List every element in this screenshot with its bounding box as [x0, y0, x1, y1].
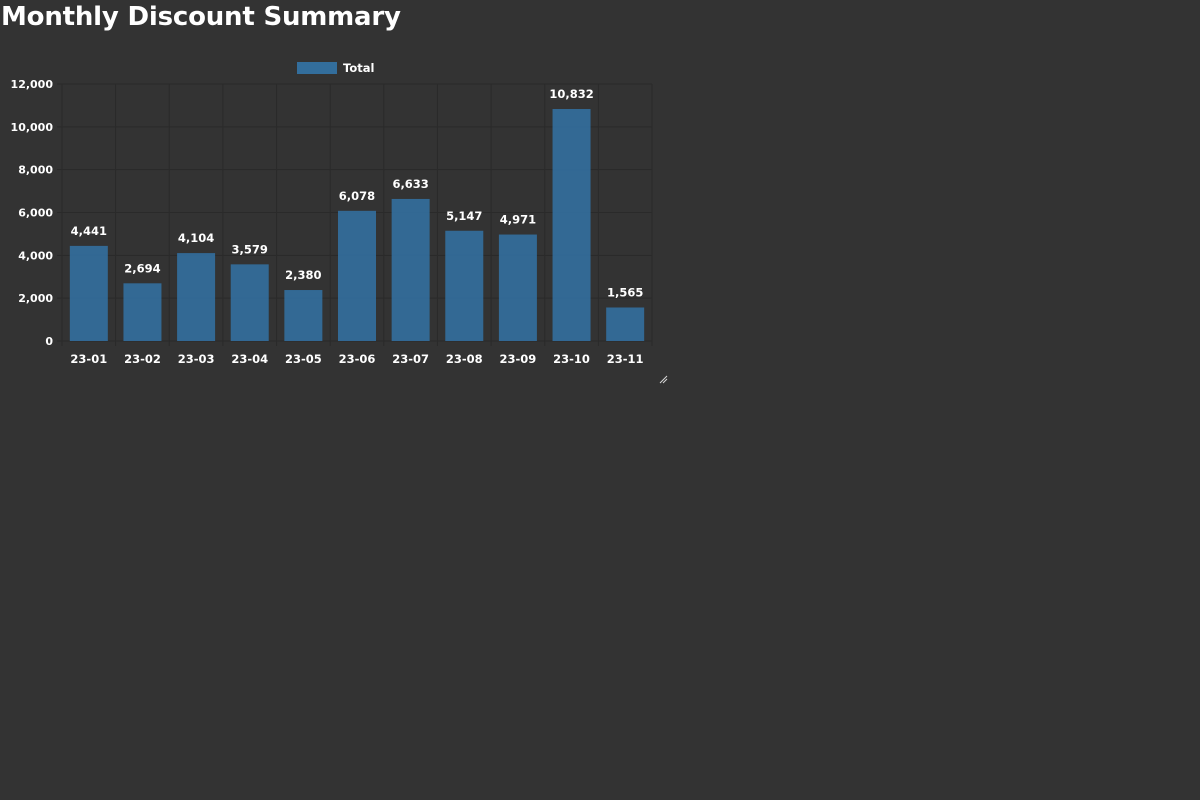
page-title: Monthly Discount Summary: [1, 2, 401, 32]
bar-23-11[interactable]: [606, 307, 645, 341]
bar-23-03[interactable]: [177, 253, 216, 341]
y-tick-label: 6,000: [18, 207, 53, 220]
x-tick-label: 23-04: [231, 352, 268, 366]
data-label: 4,971: [500, 213, 536, 227]
x-tick-label: 23-07: [392, 352, 429, 366]
y-tick-label: 2,000: [18, 292, 53, 305]
chart-canvas: Total 02,0004,0006,0008,00010,00012,000 …: [11, 61, 653, 366]
bar-23-05[interactable]: [284, 290, 323, 341]
x-tick-label: 23-06: [339, 352, 376, 366]
bar-23-01[interactable]: [69, 245, 108, 341]
resize-handle-icon[interactable]: [659, 375, 668, 384]
x-tick-label: 23-02: [124, 352, 161, 366]
x-tick-label: 23-08: [446, 352, 483, 366]
bar-23-04[interactable]: [230, 264, 269, 341]
data-label: 2,380: [285, 268, 321, 282]
bar-23-02[interactable]: [123, 283, 162, 341]
y-tick-label: 12,000: [11, 78, 54, 91]
legend-label[interactable]: Total: [343, 61, 374, 75]
bar-chart: Total 0 2,000 4,000 6,000 8,000 10,000 12,000 …: [0, 48, 670, 388]
data-label: 6,633: [392, 177, 428, 191]
y-tick-label: 0: [45, 335, 53, 348]
chart-legend[interactable]: Total: [297, 61, 374, 75]
x-tick-label: 23-03: [178, 352, 215, 366]
bar-23-09[interactable]: [498, 234, 537, 341]
data-label: 2,694: [124, 261, 160, 275]
bar-23-07[interactable]: [391, 198, 430, 341]
bar-23-06[interactable]: [338, 210, 376, 341]
data-label: 6,078: [339, 189, 375, 203]
legend-swatch[interactable]: [297, 62, 337, 74]
data-label: 1,565: [607, 285, 643, 299]
x-tick-label: 23-01: [70, 352, 107, 366]
x-axis: 23-01 23-02 23-03 23-04 23-05 23-06 23-07 23-08…: [70, 352, 643, 366]
data-label: 3,579: [232, 242, 268, 256]
data-labels: 4,441 2,694 4,104 3,579 2,380 6,078 6,633 5,147…: [71, 87, 644, 299]
x-tick-label: 23-09: [500, 352, 537, 366]
data-label: 4,441: [71, 224, 107, 238]
y-tick-label: 4,000: [18, 249, 53, 262]
chart-grid: [57, 83, 653, 346]
x-tick-label: 23-10: [553, 352, 590, 366]
y-tick-label: 8,000: [18, 164, 53, 177]
bar-23-08[interactable]: [445, 230, 484, 341]
x-tick-label: 23-05: [285, 352, 322, 366]
data-label: 10,832: [549, 87, 593, 101]
y-tick-label: 10,000: [11, 121, 54, 134]
y-axis: 0 2,000 4,000 6,000 8,000 10,000 12,000: [11, 78, 54, 348]
data-label: 4,104: [178, 231, 214, 245]
x-tick-label: 23-11: [607, 352, 644, 366]
data-label: 5,147: [446, 209, 482, 223]
bar-23-10[interactable]: [552, 109, 591, 341]
bar-series: [69, 109, 645, 341]
